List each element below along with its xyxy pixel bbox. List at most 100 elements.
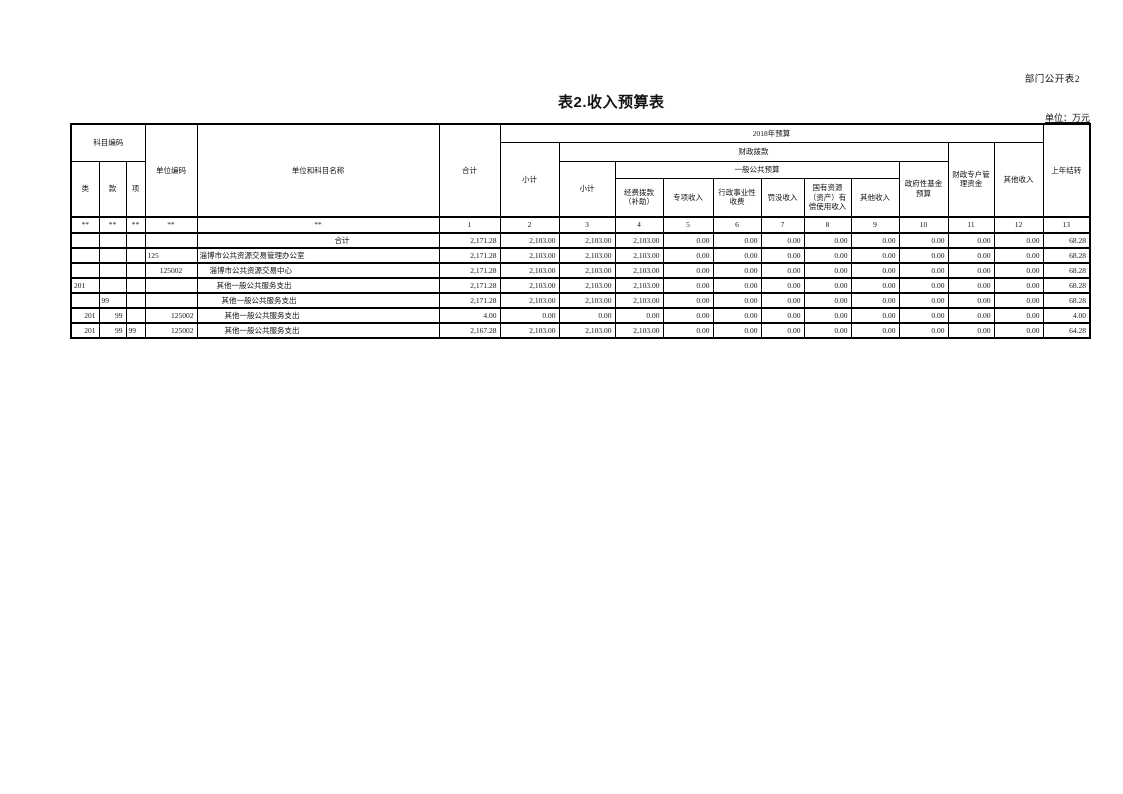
column-index-cell: 11 [947, 216, 995, 234]
code-cell [125, 262, 146, 279]
page-title: 表2.收入预算表 [558, 94, 665, 111]
value-cell: 2,171.28 [438, 262, 501, 279]
value-cell: 0.00 [947, 322, 995, 339]
value-cell: 2,103.00 [614, 262, 664, 279]
value-cell: 0.00 [662, 307, 714, 324]
table-row: 201 99 125002 其他一般公共服务支出 4.00 0.00 0.00 0.00 0.0… [70, 307, 1091, 324]
value-cell: 0.00 [499, 307, 560, 324]
value-cell: 0.00 [947, 262, 995, 279]
column-index-cell: 8 [803, 216, 852, 234]
value-cell: 0.00 [947, 232, 995, 249]
value-cell: 0.00 [993, 277, 1044, 294]
code-cell [125, 307, 146, 324]
value-cell: 0.00 [850, 232, 900, 249]
value-cell: 2,103.00 [614, 292, 664, 309]
header-unit-code: 单位编码 [144, 123, 198, 218]
code-cell [125, 277, 146, 294]
value-cell: 0.00 [993, 247, 1044, 264]
value-cell: 0.00 [760, 232, 805, 249]
table-body: ** ** ** ** ** 1 2 3 4 5 6 7 8 9 10 11 12 13 合计 2,171.28 2,1… [70, 216, 1091, 339]
value-cell: 0.00 [898, 262, 949, 279]
table-row: 201 99 99 125002 其他一般公共服务支出 2,167.28 2,103.00 2… [70, 322, 1091, 339]
value-cell: 2,103.00 [499, 292, 560, 309]
value-cell: 0.00 [760, 262, 805, 279]
value-cell: 0.00 [803, 232, 852, 249]
value-cell: 2,103.00 [499, 277, 560, 294]
value-cell: 0.00 [614, 307, 664, 324]
value-cell: 0.00 [993, 262, 1044, 279]
header-prev-year-carryover: 上年结转 [1042, 123, 1091, 218]
code-cell [125, 232, 146, 249]
header-other-income-general: 其他收入 [850, 177, 900, 218]
header-item: 项 [125, 160, 146, 218]
value-cell: 0.00 [993, 292, 1044, 309]
table-row: 201 其他一般公共服务支出 2,171.28 2,103.00 2,103.00 2,1… [70, 277, 1091, 294]
header-other-income: 其他收入 [993, 141, 1044, 218]
value-cell: 0.00 [803, 307, 852, 324]
value-cell: 2,171.28 [438, 292, 501, 309]
code-cell: 99 [98, 292, 127, 309]
value-cell: 2,103.00 [499, 322, 560, 339]
column-index-cell: 2 [499, 216, 560, 234]
header-fines-income: 罚没收入 [760, 177, 805, 218]
value-cell: 0.00 [712, 322, 762, 339]
table-row: 合计 2,171.28 2,103.00 2,103.00 2,103.00 0.00 0.… [70, 232, 1091, 249]
value-cell: 0.00 [850, 247, 900, 264]
header-fiscal-special-account: 财政专户管 理资金 [947, 141, 995, 218]
doc-label: 部门公开表2 [1024, 75, 1080, 85]
value-cell: 2,103.00 [499, 232, 560, 249]
header-budget-2018: 2018年预算 [499, 123, 1044, 143]
header-subtotal-fiscal: 小计 [499, 141, 560, 218]
value-cell: 0.00 [898, 277, 949, 294]
code-cell [125, 247, 146, 264]
value-cell: 0.00 [947, 292, 995, 309]
value-cell: 0.00 [712, 232, 762, 249]
value-cell: 0.00 [760, 277, 805, 294]
name-cell: 其他一般公共服务支出 [196, 292, 440, 309]
name-cell: 其他一般公共服务支出 [196, 277, 440, 294]
value-cell: 0.00 [760, 247, 805, 264]
code-cell [144, 277, 198, 294]
column-index-cell: ** [98, 216, 127, 234]
value-cell: 2,103.00 [614, 322, 664, 339]
table-header: 科目编码 单位编码 单位和科目名称 合计 2018年预算 上年结转 小计 财政拨… [70, 123, 1091, 218]
value-cell: 0.00 [712, 307, 762, 324]
name-cell: 淄博市公共资源交易中心 [196, 262, 440, 279]
column-index-cell: 12 [993, 216, 1044, 234]
table-row: 99 其他一般公共服务支出 2,171.28 2,103.00 2,103.00 2,10… [70, 292, 1091, 309]
value-cell: 2,103.00 [558, 262, 616, 279]
column-index-cell: 7 [760, 216, 805, 234]
value-cell: 0.00 [898, 307, 949, 324]
header-total: 合计 [438, 123, 501, 218]
value-cell: 0.00 [662, 262, 714, 279]
value-cell: 2,171.28 [438, 247, 501, 264]
code-cell [98, 277, 127, 294]
value-cell: 0.00 [898, 292, 949, 309]
code-cell [70, 247, 100, 264]
value-cell: 0.00 [850, 307, 900, 324]
value-cell: 0.00 [712, 247, 762, 264]
value-cell: 2,103.00 [499, 247, 560, 264]
value-cell: 0.00 [850, 322, 900, 339]
value-cell: 0.00 [760, 307, 805, 324]
value-cell: 0.00 [947, 247, 995, 264]
header-fiscal-allocation: 财政拨款 [558, 141, 949, 162]
value-cell: 4.00 [438, 307, 501, 324]
code-cell [144, 232, 198, 249]
code-cell [98, 232, 127, 249]
table-row: 125 淄博市公共资源交易管理办公室 2,171.28 2,103.00 2,103.0… [70, 247, 1091, 264]
name-cell: 其他一般公共服务支出 [196, 322, 440, 339]
value-cell: 0.00 [712, 262, 762, 279]
value-cell: 0.00 [760, 322, 805, 339]
code-cell [98, 247, 127, 264]
column-index-row: ** ** ** ** ** 1 2 3 4 5 6 7 8 9 10 11 12 13 [70, 216, 1091, 234]
value-cell: 68.28 [1042, 277, 1091, 294]
value-cell: 68.28 [1042, 247, 1091, 264]
code-cell [98, 262, 127, 279]
value-cell: 2,103.00 [614, 277, 664, 294]
value-cell: 4.00 [1042, 307, 1091, 324]
value-cell: 0.00 [803, 262, 852, 279]
value-cell: 2,103.00 [558, 232, 616, 249]
header-subtotal-general: 小计 [558, 160, 616, 218]
value-cell: 0.00 [712, 277, 762, 294]
